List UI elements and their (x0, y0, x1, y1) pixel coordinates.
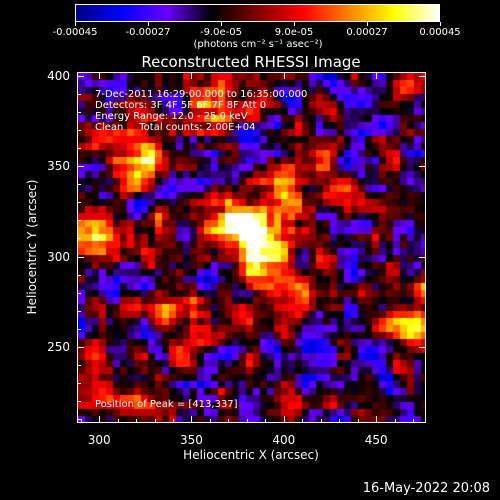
timestamp: 16-May-2022 20:08 (362, 481, 490, 496)
colorbar-tick-mark (367, 22, 368, 26)
y-minor-tick-mark (78, 184, 81, 186)
y-tick-mark (419, 256, 425, 258)
x-tick-mark (191, 73, 193, 79)
x-tick-label: 350 (180, 433, 203, 447)
x-minor-tick-mark (154, 419, 156, 422)
y-minor-tick-mark (78, 401, 81, 403)
y-axis-label: Heliocentric Y (arcsec) (25, 179, 39, 315)
x-tick-label: 300 (87, 433, 111, 447)
y-minor-tick-mark (78, 292, 81, 294)
y-minor-tick-mark (78, 419, 81, 421)
colorbar-tick-label: -0.00045 (52, 27, 98, 38)
y-minor-tick-mark (78, 365, 81, 367)
x-tick-mark (376, 416, 378, 422)
colorbar-tick-label: -9.0e-05 (200, 27, 242, 38)
y-tick-mark (78, 75, 84, 77)
y-tick-mark (78, 166, 84, 168)
colorbar-tick-mark (440, 22, 441, 26)
colorbar-tick-mark (75, 22, 76, 26)
y-minor-tick-mark (78, 310, 81, 312)
y-tick-mark (78, 256, 84, 258)
colorbar-tick-label: -0.00027 (125, 27, 171, 38)
x-minor-tick-mark (246, 419, 248, 422)
x-minor-tick-mark (394, 419, 396, 422)
x-tick-mark (99, 416, 101, 422)
colorbar-tick-mark (148, 22, 149, 26)
y-tick-mark (419, 75, 425, 77)
x-minor-tick-mark (136, 419, 138, 422)
chart-title: Reconstructed RHESSI Image (141, 53, 361, 71)
x-tick-mark (283, 73, 285, 79)
x-minor-tick-mark (80, 419, 82, 422)
y-tick-mark (78, 347, 84, 348)
y-minor-tick-mark (78, 383, 81, 385)
x-minor-tick-mark (228, 419, 230, 422)
y-minor-tick-mark (78, 238, 81, 240)
annotation-energy-range: Energy Range: 12.0 - 25.0 keV (95, 111, 248, 122)
colorbar (75, 4, 440, 22)
y-minor-tick-mark (78, 202, 81, 204)
colorbar-tick-label: 0.00045 (419, 27, 461, 38)
x-minor-tick-mark (413, 419, 415, 422)
x-tick-mark (376, 73, 378, 79)
y-minor-tick-mark (78, 328, 81, 330)
x-tick-mark (191, 416, 193, 422)
colorbar-units: (photons cm⁻² s⁻¹ asec⁻²) (193, 39, 323, 50)
x-minor-tick-mark (357, 419, 359, 422)
y-tick-label: 250 (47, 340, 70, 354)
x-minor-tick-mark (117, 419, 119, 422)
y-tick-mark (419, 347, 425, 348)
y-minor-tick-mark (78, 220, 81, 222)
y-tick-label: 350 (47, 159, 70, 174)
x-tick-mark (283, 416, 285, 422)
annotation-time-range: 7-Dec-2011 16:29:00.000 to 16:35:00.000 (95, 89, 308, 100)
x-axis-label: Heliocentric X (arcsec) (183, 448, 319, 462)
y-tick-mark (419, 166, 425, 168)
y-tick-label: 400 (47, 68, 70, 83)
annotation-detectors: Detectors: 3F 4F 5F 6F 7F 8F Att 0 (95, 100, 267, 111)
x-minor-tick-mark (339, 419, 341, 422)
plot-area: 7-Dec-2011 16:29:00.000 to 16:35:00.000 … (77, 72, 426, 423)
x-minor-tick-mark (302, 419, 304, 422)
colorbar-tick-label: 9.0e-05 (274, 27, 314, 38)
annotation-peak-position: Position of Peak = [413,337] (95, 399, 238, 410)
y-minor-tick-mark (78, 129, 81, 131)
y-minor-tick-mark (78, 147, 81, 149)
x-tick-mark (99, 73, 101, 79)
y-minor-tick-mark (78, 274, 81, 276)
y-minor-tick-mark (78, 93, 81, 95)
x-tick-label: 450 (364, 433, 388, 447)
y-minor-tick-mark (78, 111, 81, 113)
x-minor-tick-mark (209, 419, 211, 422)
x-minor-tick-mark (320, 419, 322, 422)
x-minor-tick-mark (265, 419, 267, 422)
colorbar-tick-mark (221, 22, 222, 26)
annotation-total-counts: Clean Total counts: 2.00E+04 (95, 122, 256, 133)
x-tick-label: 400 (272, 433, 296, 447)
y-tick-label: 300 (47, 249, 70, 264)
colorbar-tick-mark (294, 22, 295, 26)
heatmap-image (78, 73, 425, 422)
x-minor-tick-mark (173, 419, 175, 422)
colorbar-tick-label: 0.00027 (346, 27, 388, 38)
